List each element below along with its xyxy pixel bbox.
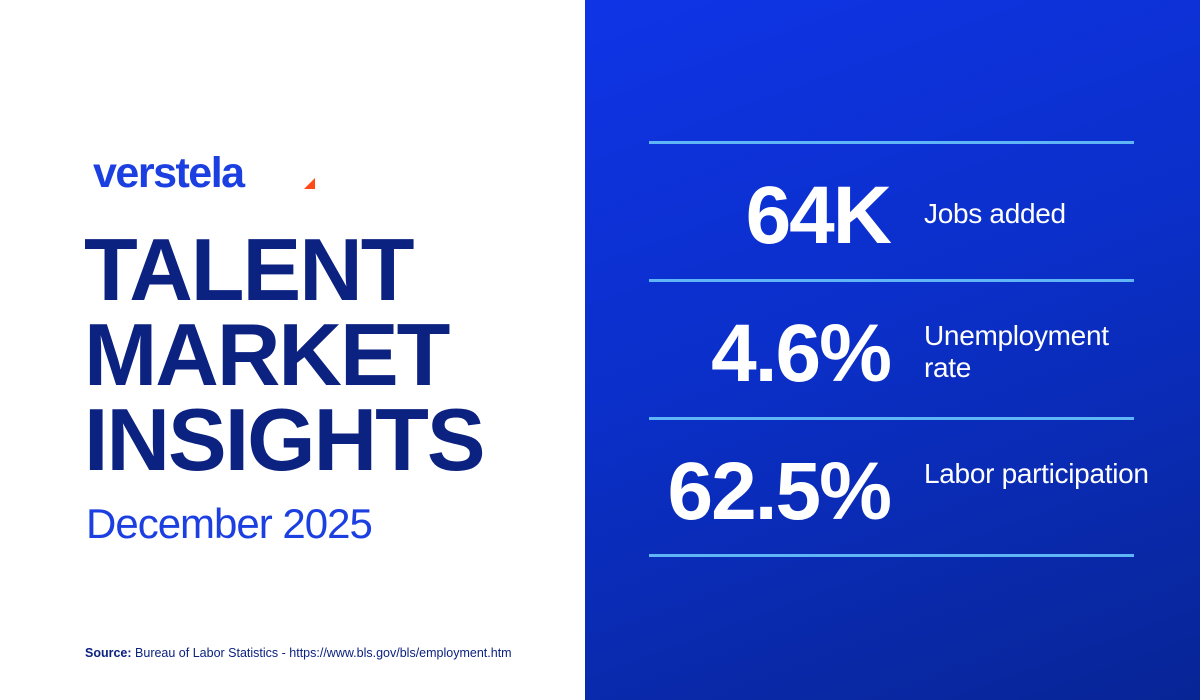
divider-rule — [649, 417, 1134, 420]
source-text: Bureau of Labor Statistics - https://www… — [135, 646, 512, 660]
logo-accent-icon — [304, 178, 315, 189]
stat-label-unemployment: Unemployment rate — [924, 320, 1109, 383]
left-panel: verstela TALENT MARKET INSIGHTS December… — [0, 0, 585, 700]
divider-rule — [649, 141, 1134, 144]
title-line-1: TALENT — [84, 220, 415, 319]
stat-label-jobs: Jobs added — [924, 198, 1066, 229]
divider-rule — [649, 279, 1134, 282]
brand-logo: verstela — [93, 149, 245, 197]
stat-value-unemployment: 4.6% — [711, 308, 892, 399]
stat-value-jobs: 64K — [745, 170, 892, 261]
stats-panel: 64K Jobs added 4.6% Unemployment rate 62… — [585, 0, 1200, 700]
source-note: Source: Bureau of Labor Statistics - htt… — [85, 646, 512, 660]
title-line-2: MARKET — [84, 305, 450, 404]
stat-value-participation: 62.5% — [667, 446, 892, 537]
source-label: Source: — [85, 646, 132, 660]
title-line-3: INSIGHTS — [84, 390, 486, 489]
stat-label-participation: Labor participation — [924, 458, 1149, 489]
report-date: December 2025 — [86, 500, 373, 547]
divider-rule — [649, 554, 1134, 557]
